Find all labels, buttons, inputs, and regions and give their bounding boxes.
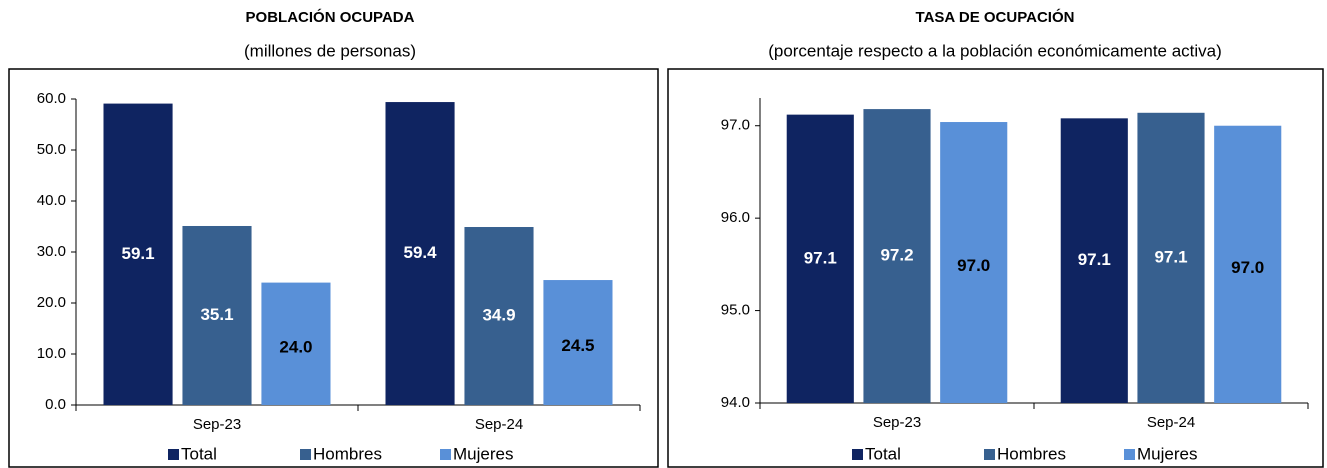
y-tick-label: 40.0 xyxy=(37,192,66,209)
bar xyxy=(261,282,331,405)
y-tick-label: 94.0 xyxy=(721,394,750,411)
y-tick-label: 30.0 xyxy=(37,243,66,260)
value-label: 97.0 xyxy=(957,256,990,275)
value-label: 97.2 xyxy=(880,246,913,265)
value-label: 59.1 xyxy=(121,244,154,263)
y-tick-label: 60.0 xyxy=(37,90,66,107)
y-tick-label: 50.0 xyxy=(37,141,66,158)
chart-title: POBLACIÓN OCUPADA xyxy=(246,8,415,26)
x-tick-label: Sep-24 xyxy=(475,416,523,433)
legend-label: Mujeres xyxy=(1137,444,1197,463)
bar xyxy=(1137,112,1205,404)
value-label: 24.0 xyxy=(279,337,312,356)
value-label: 35.1 xyxy=(200,305,233,324)
value-label: 97.0 xyxy=(1231,258,1264,277)
bar xyxy=(182,225,252,405)
bar xyxy=(786,114,854,404)
bar xyxy=(1060,118,1128,403)
value-label: 59.4 xyxy=(403,243,437,262)
panel-border xyxy=(667,68,1324,468)
y-tick-label: 10.0 xyxy=(37,345,66,362)
legend-swatch xyxy=(984,449,995,460)
bar xyxy=(1214,125,1282,404)
legend-label: Hombres xyxy=(997,444,1066,463)
value-label: 97.1 xyxy=(804,248,837,267)
legend-swatch xyxy=(300,449,311,460)
legend-label: Total xyxy=(865,444,901,463)
bar xyxy=(543,280,613,405)
chart-title: TASA DE OCUPACIÓN xyxy=(916,8,1075,26)
bar xyxy=(103,103,173,405)
bar xyxy=(385,102,455,405)
chart-subtitle: (porcentaje respecto a la población econ… xyxy=(768,41,1222,60)
x-tick-label: Sep-23 xyxy=(193,416,241,433)
legend-swatch xyxy=(440,449,451,460)
x-tick-label: Sep-24 xyxy=(1147,414,1195,431)
value-label: 97.1 xyxy=(1154,247,1187,266)
legend-swatch xyxy=(852,449,863,460)
value-label: 34.9 xyxy=(482,305,515,324)
legend-label: Total xyxy=(181,444,217,463)
chart-subtitle: (millones de personas) xyxy=(244,41,416,60)
legend-label: Mujeres xyxy=(453,444,513,463)
legend-swatch xyxy=(168,449,179,460)
bar xyxy=(464,227,534,405)
legend-swatch xyxy=(1124,449,1135,460)
y-tick-label: 20.0 xyxy=(37,294,66,311)
panel-border xyxy=(8,68,659,468)
legend-label: Hombres xyxy=(313,444,382,463)
value-label: 24.5 xyxy=(561,336,594,355)
bar xyxy=(863,109,931,403)
y-tick-label: 95.0 xyxy=(721,302,750,319)
y-tick-label: 96.0 xyxy=(721,209,750,226)
bar xyxy=(940,122,1008,403)
y-tick-label: 97.0 xyxy=(721,117,750,134)
value-label: 97.1 xyxy=(1078,250,1111,269)
x-tick-label: Sep-23 xyxy=(873,414,921,431)
y-tick-label: 0.0 xyxy=(45,396,66,413)
